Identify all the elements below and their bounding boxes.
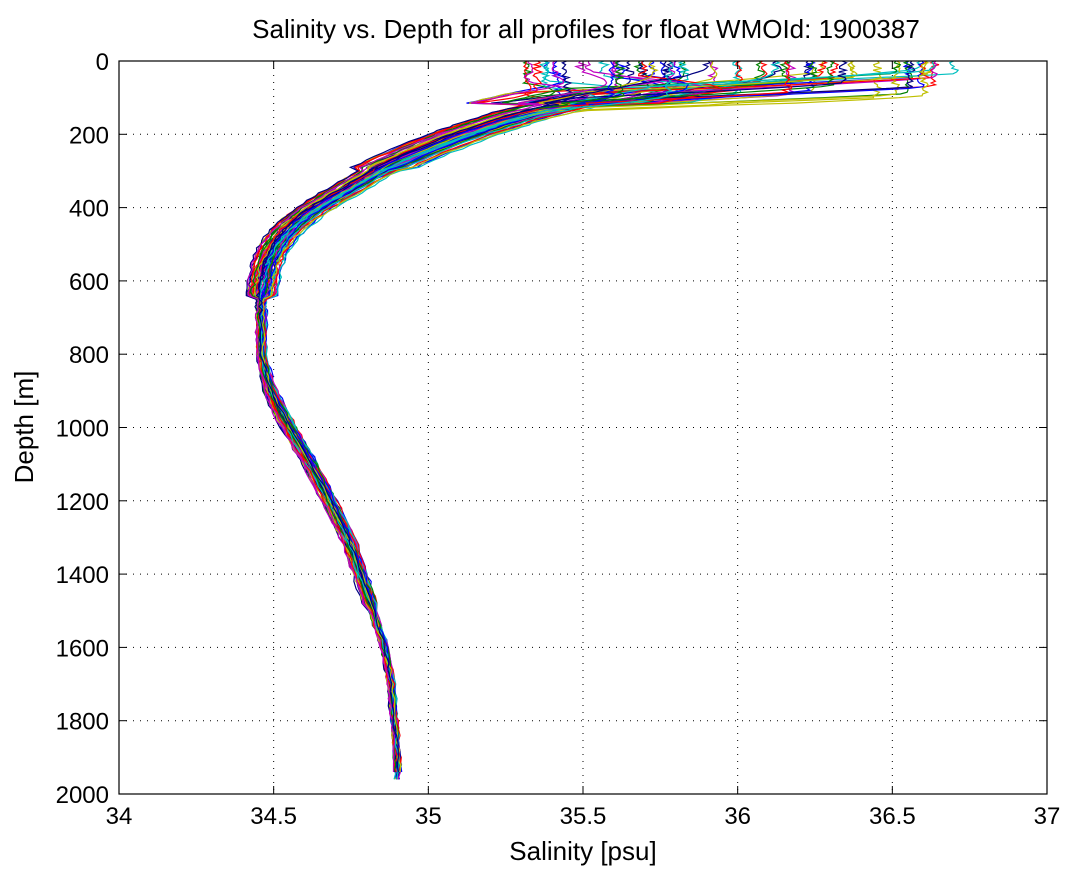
y-tick-label: 1800: [56, 709, 109, 736]
x-tick-label: 35: [415, 803, 442, 830]
x-tick-label: 35.5: [560, 803, 607, 830]
chart-title: Salinity vs. Depth for all profiles for …: [252, 14, 920, 44]
y-tick-label: 800: [69, 342, 109, 369]
x-tick-label: 37: [1034, 803, 1061, 830]
x-tick-label: 34.5: [250, 803, 297, 830]
y-tick-label: 1000: [56, 416, 109, 443]
profile-lines: [245, 60, 960, 780]
profile-line: [259, 60, 676, 773]
profile-line: [247, 60, 565, 772]
y-tick-label: 400: [69, 196, 109, 223]
y-axis: 0 200 400 600 800 1000 1200 1400 1600 1800 2000: [56, 49, 1047, 809]
x-tick-label: 34: [106, 803, 133, 830]
y-tick-label: 1200: [56, 489, 109, 516]
y-axis-label: Depth [m]: [9, 371, 39, 484]
y-tick-label: 600: [69, 269, 109, 296]
y-tick-label: 2000: [56, 782, 109, 809]
x-axis: 34 34.5 35 35.5 36 36.5 37: [106, 61, 1061, 830]
x-tick-label: 36.5: [869, 803, 916, 830]
y-tick-label: 1600: [56, 635, 109, 662]
x-tick-label: 36: [724, 803, 751, 830]
y-tick-label: 1400: [56, 562, 109, 589]
x-axis-label: Salinity [psu]: [509, 836, 656, 866]
profile-line: [258, 60, 711, 773]
y-tick-label: 200: [69, 122, 109, 149]
profile-line: [250, 60, 626, 773]
y-tick-label: 0: [96, 49, 109, 76]
